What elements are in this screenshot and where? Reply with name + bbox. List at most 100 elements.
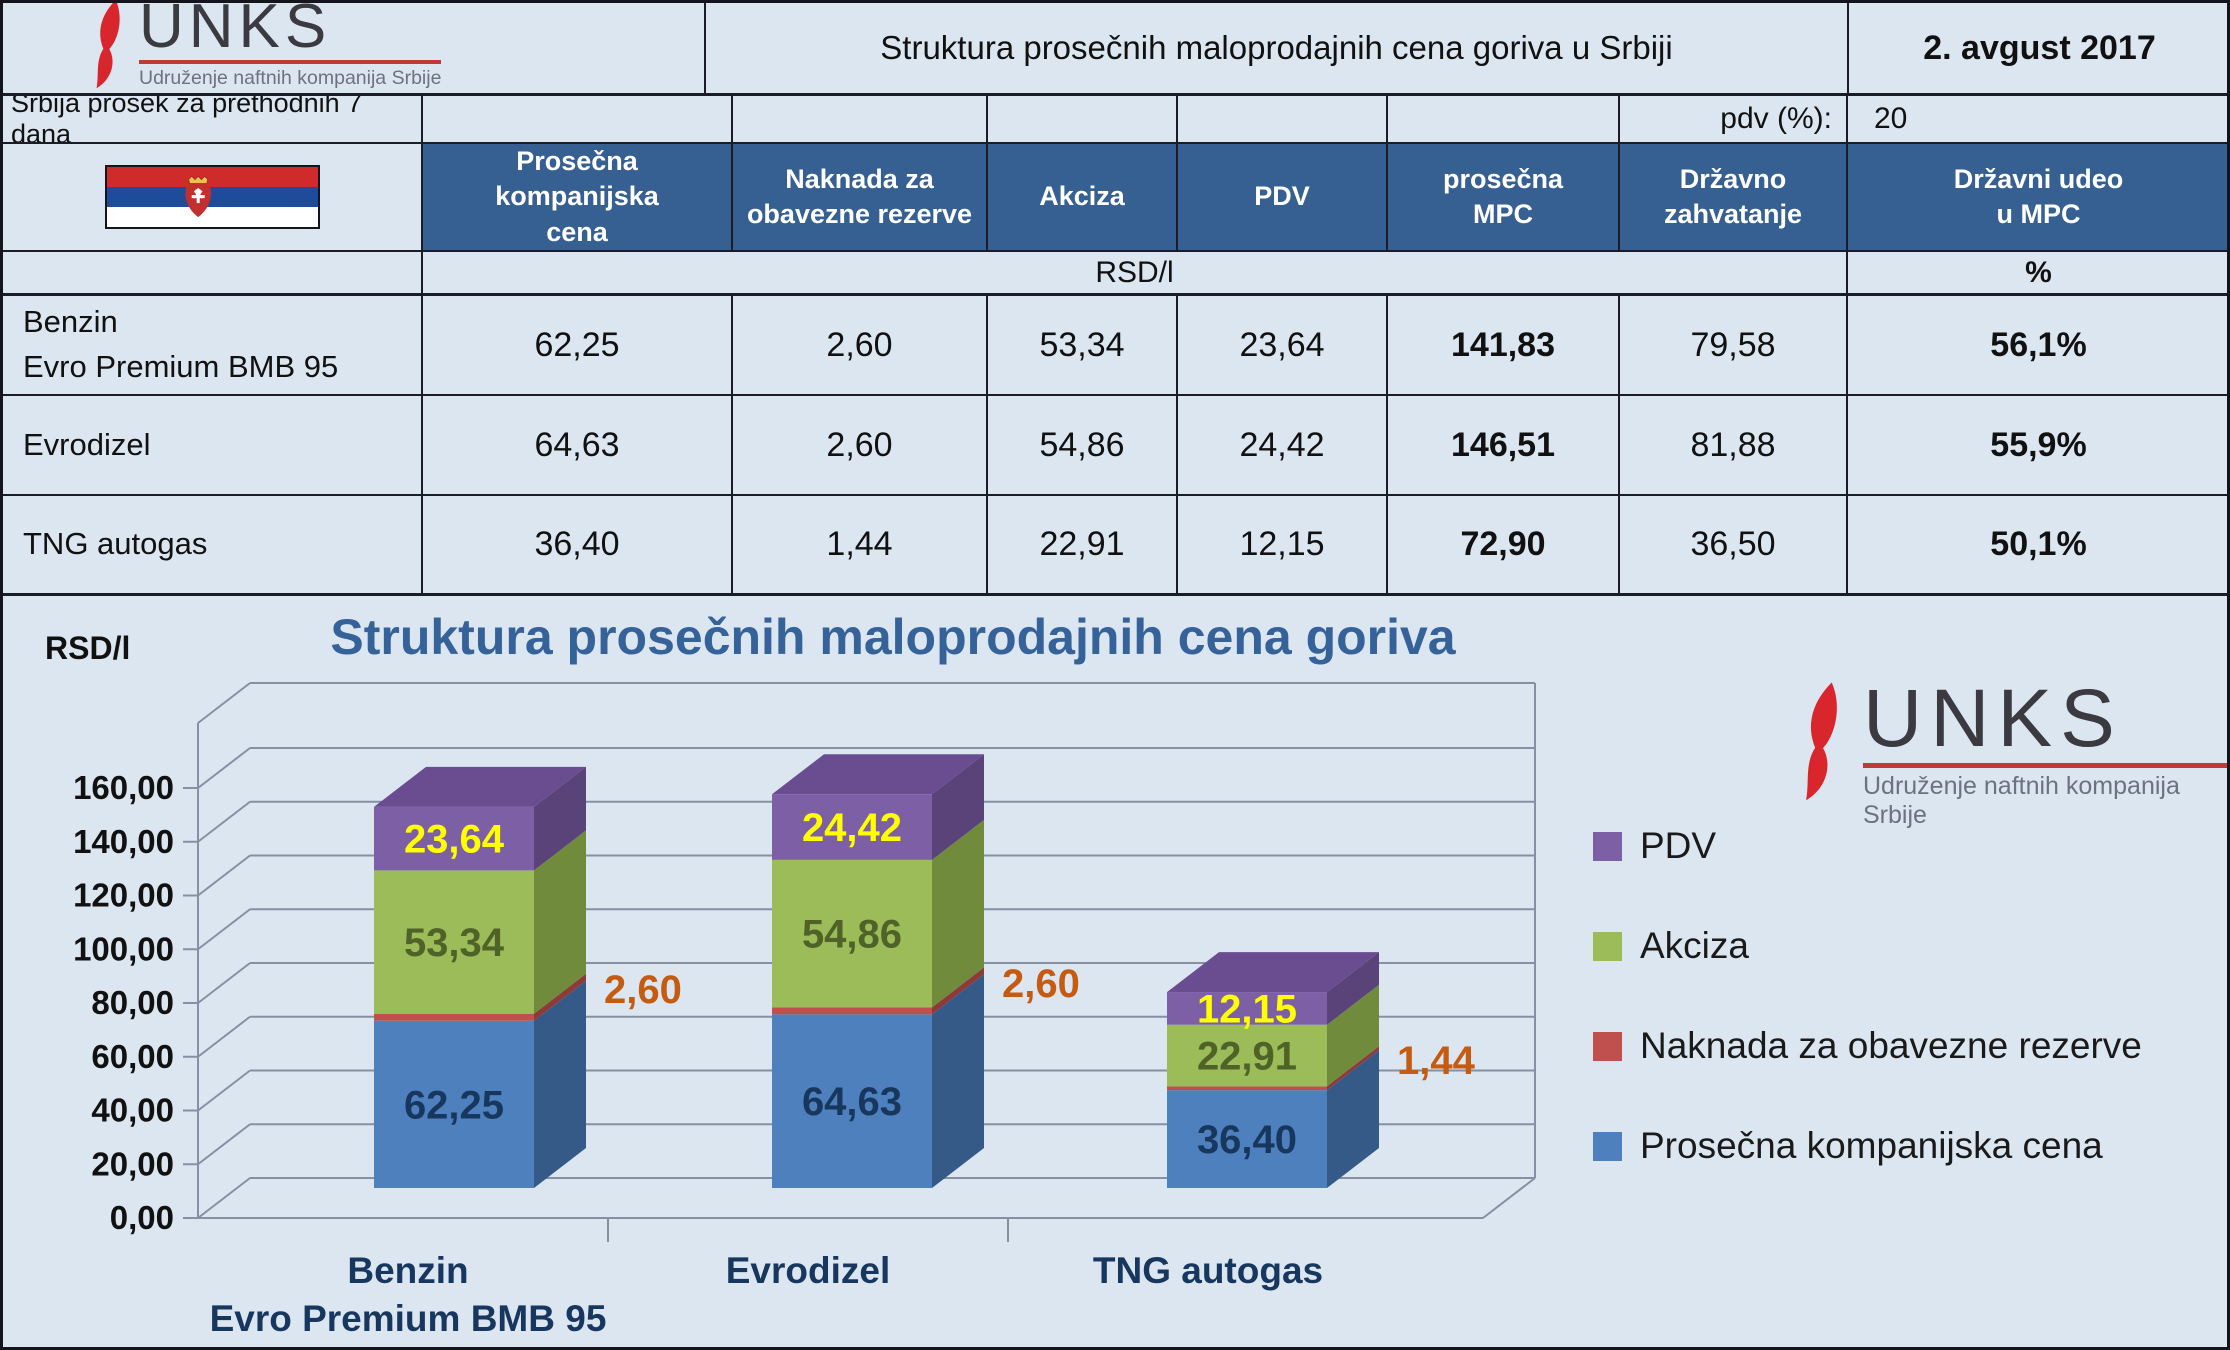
svg-text:12,15: 12,15 (1197, 987, 1297, 1031)
legend-item: Naknada za obavezne rezerve (1593, 996, 2142, 1096)
svg-text:100,00: 100,00 (73, 930, 174, 967)
report-date: 2. avgust 2017 (1923, 28, 2156, 67)
table-header-row: UNKS Udruženje naftnih kompanija Srbije … (3, 3, 2227, 96)
svg-text:140,00: 140,00 (73, 823, 174, 860)
value-mpc: 141,83 (1388, 296, 1620, 394)
logo-rule (139, 60, 442, 65)
svg-text:20,00: 20,00 (91, 1145, 174, 1182)
svg-text:2,60: 2,60 (604, 968, 682, 1012)
serbia-coat-of-arms (185, 175, 212, 218)
svg-text:0,00: 0,00 (110, 1199, 174, 1236)
value-pdv: 24,42 (1178, 396, 1388, 494)
fuel-name: TNG autogas (3, 496, 423, 593)
y-axis-unit-label: RSD/l (45, 630, 131, 666)
legend-label: Prosečna kompanijska cena (1640, 1125, 2103, 1166)
svg-text:Benzin: Benzin (347, 1250, 468, 1291)
value-naknada: 2,60 (733, 296, 988, 394)
value-akciza: 53,34 (988, 296, 1178, 394)
value-drzavno: 79,58 (1620, 296, 1848, 394)
value-naknada: 1,44 (733, 496, 988, 593)
svg-text:80,00: 80,00 (91, 984, 174, 1021)
value-udeo: 56,1% (1990, 325, 2087, 364)
price-table: UNKS Udruženje naftnih kompanija Srbije … (3, 3, 2227, 608)
note-text: Srbija prosek za prethodnih 7 dana (3, 96, 423, 142)
svg-text:40,00: 40,00 (91, 1092, 174, 1129)
svg-text:160,00: 160,00 (73, 769, 174, 806)
svg-text:62,25: 62,25 (404, 1083, 504, 1127)
value-mpc: 72,90 (1388, 496, 1620, 593)
svg-text:24,42: 24,42 (802, 806, 902, 850)
unks-logo: UNKS Udruženje naftnih kompanija Srbije (81, 3, 442, 93)
value-kompanijska: 36,40 (423, 496, 733, 593)
logo-subtitle: Udruženje naftnih kompanija Srbije (139, 67, 442, 90)
svg-text:2,60: 2,60 (1002, 962, 1080, 1006)
legend-item: Prosečna kompanijska cena (1593, 1096, 2142, 1196)
value-drzavno: 81,88 (1620, 396, 1848, 494)
value-kompanijska: 64,63 (423, 396, 733, 494)
unks-logo: UNKS Udruženje naftnih kompanija Srbije (1785, 673, 2227, 830)
svg-text:60,00: 60,00 (91, 1038, 174, 1075)
svg-text:53,34: 53,34 (404, 921, 505, 965)
empty-cell (1178, 96, 1388, 142)
legend-label: Naknada za obavezne rezerve (1640, 1025, 2142, 1066)
col-header-naknada: Naknada za obavezne rezerve (733, 144, 988, 250)
legend-item: Akciza (1593, 896, 2142, 996)
flag-cell (3, 144, 423, 250)
chart-title: Struktura prosečnih maloprodajnih cena g… (330, 609, 1456, 665)
col-header-drzavno: Državno zahvatanje (1620, 144, 1848, 250)
svg-text:64,63: 64,63 (802, 1080, 902, 1124)
logo-rule (1863, 762, 2227, 768)
unit-rsd: RSD/l (423, 252, 1848, 293)
serbia-flag (104, 165, 320, 229)
empty-cell (1388, 96, 1620, 142)
fuel-name: Benzin Evro Premium BMB 95 (3, 296, 423, 394)
flame-icon (1785, 680, 1863, 813)
document-title: Struktura prosečnih maloprodajnih cena g… (706, 3, 1849, 93)
legend-swatch (1593, 1131, 1622, 1161)
col-header-udeo: Državni udeo u MPC (1848, 144, 2227, 250)
legend-item: PDV (1593, 796, 2142, 896)
legend-swatch (1593, 931, 1622, 961)
pdv-rate-value: 20 (1874, 102, 1908, 135)
svg-text:TNG autogas: TNG autogas (1093, 1250, 1323, 1291)
svg-text:1,44: 1,44 (1397, 1039, 1476, 1083)
value-drzavno: 36,50 (1620, 496, 1848, 593)
legend-label: Akciza (1640, 925, 1749, 966)
logo-cell: UNKS Udruženje naftnih kompanija Srbije (3, 3, 706, 93)
svg-text:36,40: 36,40 (1197, 1118, 1297, 1162)
empty-cell (423, 96, 733, 142)
col-header-kompanijska: Prosečna kompanijska cena (423, 144, 733, 250)
value-pdv: 23,64 (1178, 296, 1388, 394)
legend-label: PDV (1640, 825, 1717, 866)
svg-text:54,86: 54,86 (802, 913, 902, 957)
value-naknada: 2,60 (733, 396, 988, 494)
legend-swatch (1593, 831, 1622, 861)
table-row: Evrodizel 64,63 2,60 54,86 24,42 146,51 … (3, 396, 2227, 496)
svg-text:Evrodizel: Evrodizel (726, 1250, 891, 1291)
svg-text:23,64: 23,64 (404, 818, 505, 862)
col-header-pdv: PDV (1178, 144, 1388, 250)
chart-canvas: 0,00 20,00 40,00 60,00 80,00 100,00 120,00 140,… (73, 682, 1536, 1339)
value-akciza: 54,86 (988, 396, 1178, 494)
chart-legend: PDV Akciza Naknada za obavezne rezerve Pros… (1593, 796, 2142, 1196)
col-header-mpc: prosečna MPC (1388, 144, 1620, 250)
value-pdv: 12,15 (1178, 496, 1388, 593)
note-row: Srbija prosek za prethodnih 7 dana pdv (… (3, 96, 2227, 144)
chart-section: Struktura prosečnih maloprodajnih cena g… (3, 608, 2227, 1347)
col-header-akciza: Akciza (988, 144, 1178, 250)
svg-text:22,91: 22,91 (1197, 1035, 1297, 1079)
unit-row: RSD/l % (3, 252, 2227, 296)
logo-subtitle: Udruženje naftnih kompanija Srbije (1863, 771, 2180, 829)
value-udeo: 50,1% (1990, 525, 2087, 563)
empty-cell (733, 96, 988, 142)
logo-name: UNKS (1863, 673, 2123, 764)
column-header-row: Prosečna kompanijska cena Naknada za oba… (3, 144, 2227, 252)
value-mpc: 146,51 (1388, 396, 1620, 494)
empty-cell (988, 96, 1178, 142)
fuel-name: Evrodizel (3, 396, 423, 494)
pdv-rate-label: pdv (%): (1620, 96, 1848, 142)
value-udeo: 55,9% (1990, 425, 2087, 464)
value-akciza: 22,91 (988, 496, 1178, 593)
value-kompanijska: 62,25 (423, 296, 733, 394)
